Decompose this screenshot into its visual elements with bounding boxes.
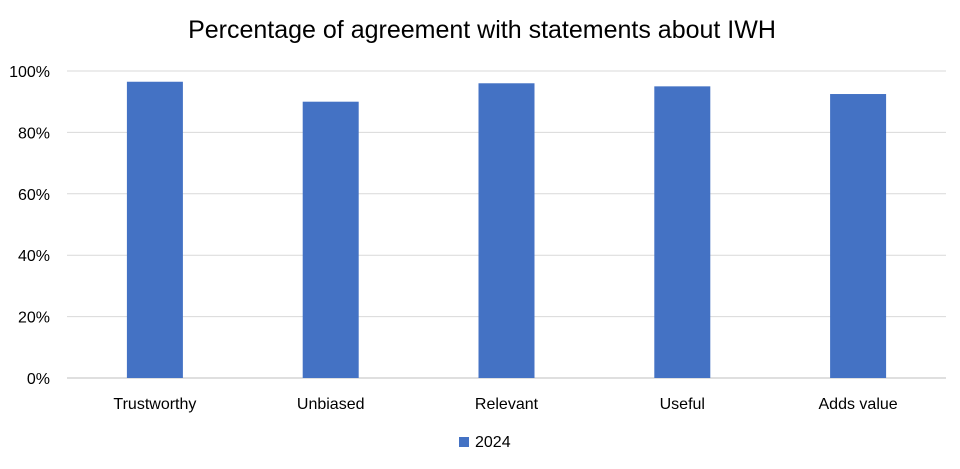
chart-title: Percentage of agreement with statements … (188, 16, 776, 44)
legend-swatch-2024 (459, 437, 469, 447)
x-axis-tick-labels: Trustworthy Unbiased Relevant Useful Adds va… (113, 396, 897, 413)
y-tick-label: 60% (18, 187, 50, 204)
x-tick-label: Relevant (475, 396, 539, 413)
y-axis-tick-labels: 0% 20% 40% 60% 80% 100% (9, 64, 50, 388)
bar-adds-value (830, 94, 887, 379)
bar-trustworthy (126, 81, 183, 379)
x-tick-label: Adds value (819, 396, 898, 413)
y-tick-label: 20% (18, 310, 50, 327)
bar-unbiased (302, 101, 359, 378)
x-tick-label: Useful (660, 396, 705, 413)
bar-relevant (478, 83, 535, 378)
bars (126, 81, 887, 379)
bar-useful (654, 86, 711, 378)
legend-label-2024: 2024 (475, 434, 511, 451)
x-tick-label: Unbiased (297, 396, 365, 413)
y-tick-label: 40% (18, 248, 50, 265)
y-tick-label: 0% (27, 371, 50, 388)
legend: 2024 (459, 434, 511, 451)
y-tick-label: 80% (18, 125, 50, 142)
y-tick-label: 100% (9, 64, 50, 81)
x-tick-label: Trustworthy (113, 396, 196, 413)
